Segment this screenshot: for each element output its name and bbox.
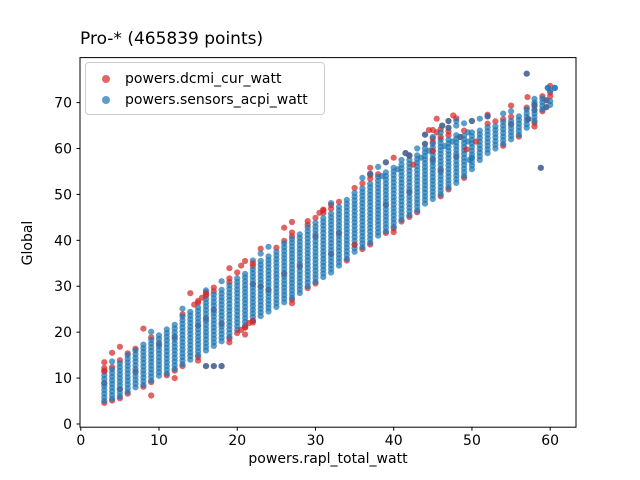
y-tick-label: 70 — [54, 96, 72, 112]
y-axis-title: Global — [20, 220, 36, 266]
x-tick-label: 60 — [541, 433, 559, 449]
x-tick-label: 40 — [385, 433, 403, 449]
y-tick-label: 0 — [63, 417, 72, 433]
x-tick-label: 30 — [307, 433, 325, 449]
series-sensors-acpi-watt-points — [101, 87, 554, 405]
y-tick-label: 10 — [54, 371, 72, 387]
legend-entry-dcmi-cur-watt: powers.dcmi_cur_watt — [86, 68, 324, 89]
blue-dot-marker-icon — [102, 95, 110, 104]
x-axis-title: powers.rapl_total_watt — [248, 451, 408, 467]
chart-title: Pro-* (465839 points) — [80, 29, 264, 49]
y-tick-label: 20 — [54, 325, 72, 341]
legend-label-dcmi: powers.dcmi_cur_watt — [125, 70, 282, 87]
x-tick-label: 50 — [463, 433, 481, 449]
plot-frame — [79, 57, 577, 428]
x-tick-label: 0 — [76, 433, 85, 449]
x-axis: 0 10 20 30 40 50 60 — [76, 427, 559, 449]
y-tick-label: 60 — [54, 142, 72, 158]
legend-label-sensors-acpi: powers.sensors_acpi_watt — [125, 91, 308, 108]
x-tick-label: 10 — [150, 433, 168, 449]
y-tick-label: 30 — [54, 279, 72, 295]
red-dot-marker-icon — [102, 74, 110, 83]
legend-entry-sensors-acpi-watt: powers.sensors_acpi_watt — [86, 89, 324, 110]
legend: powers.dcmi_cur_watt powers.sensors_acpi… — [85, 62, 325, 115]
y-axis: 0 10 20 30 40 50 60 70 — [54, 96, 80, 433]
y-tick-label: 40 — [54, 233, 72, 249]
y-tick-label: 50 — [54, 187, 72, 203]
scatter-outlier-points — [101, 70, 559, 399]
x-tick-label: 20 — [228, 433, 246, 449]
